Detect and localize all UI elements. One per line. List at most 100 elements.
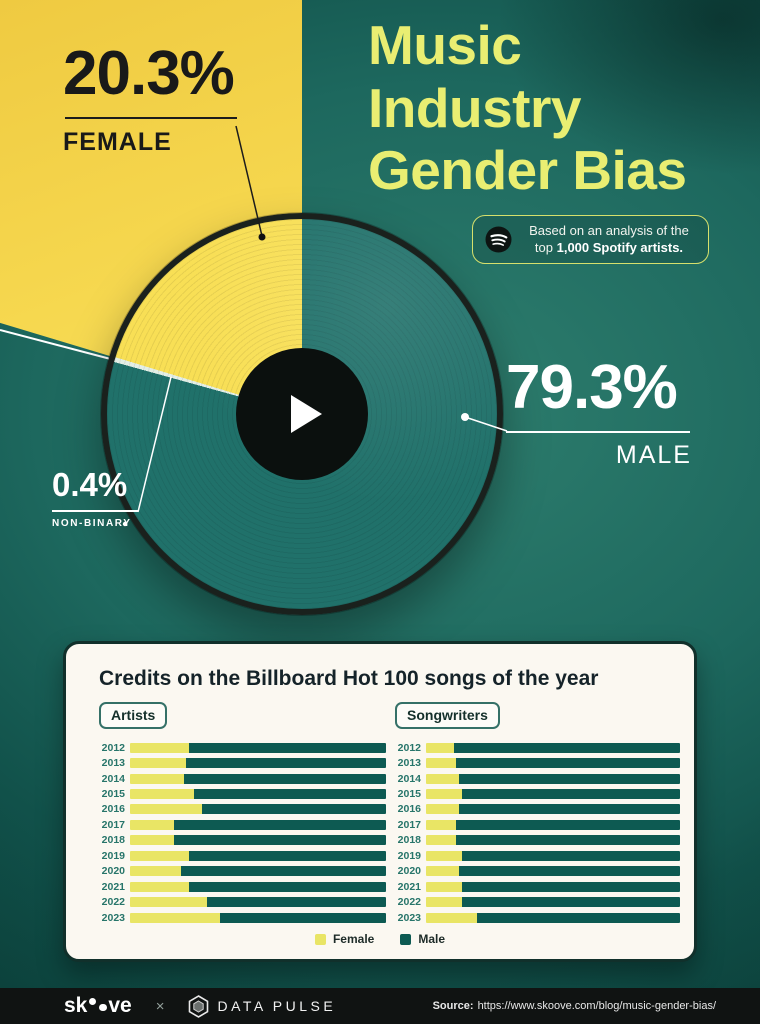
- year-label: 2018: [101, 834, 125, 847]
- bar-row: 2021: [99, 879, 386, 894]
- stacked-bar: [426, 912, 680, 923]
- bar-row: 2023: [395, 910, 680, 925]
- tab-songwriters[interactable]: Songwriters: [395, 702, 500, 729]
- artists-bar-chart: 2012 2013 2014 2015 2016 2017 2018 2019 2020 2021…: [99, 740, 386, 925]
- stacked-bar: [426, 835, 680, 846]
- female-percentage: 20.3%: [63, 39, 235, 108]
- datapulse-logo: DATA PULSE: [188, 994, 336, 1018]
- year-label: 2012: [101, 741, 125, 754]
- source-url: https://www.skoove.com/blog/music-gender…: [477, 1000, 716, 1012]
- stat-non-binary: 0.4% NON-BINARY: [52, 466, 138, 529]
- collab-x-separator: ×: [155, 997, 165, 1015]
- stacked-bar: [426, 881, 680, 892]
- source-attribution: Source: https://www.skoove.com/blog/music…: [432, 1000, 716, 1012]
- female-swatch: [314, 933, 326, 945]
- year-label: 2021: [101, 880, 125, 893]
- card-title: Credits on the Billboard Hot 100 songs o…: [99, 667, 599, 690]
- skoove-logo: sk ve: [64, 994, 132, 1017]
- skoove-dot-icon: [99, 1003, 107, 1011]
- stacked-bar: [426, 850, 680, 861]
- vinyl-record-pie-chart: [101, 213, 503, 615]
- bar-row: 2016: [99, 802, 386, 817]
- bar-row: 2020: [99, 864, 386, 879]
- bar-row: 2018: [99, 833, 386, 848]
- bar-row: 2015: [395, 786, 680, 801]
- year-label: 2022: [397, 896, 421, 909]
- year-label: 2022: [101, 896, 125, 909]
- stacked-bar: [426, 789, 680, 800]
- legend-item-male: Male: [400, 932, 445, 946]
- stacked-bar: [130, 835, 386, 846]
- page-title: Music Industry Gender Bias: [368, 14, 687, 202]
- bar-row: 2022: [395, 894, 680, 909]
- stacked-bar: [426, 819, 680, 830]
- year-label: 2013: [397, 757, 421, 770]
- year-label: 2018: [397, 834, 421, 847]
- tab-artists[interactable]: Artists: [99, 702, 168, 729]
- stacked-bar: [426, 804, 680, 815]
- stacked-bar: [130, 912, 386, 923]
- year-label: 2016: [397, 803, 421, 816]
- play-icon: [290, 395, 322, 433]
- bar-row: 2017: [99, 817, 386, 832]
- stacked-bar: [130, 850, 386, 861]
- stacked-bar: [130, 819, 386, 830]
- year-label: 2020: [397, 865, 421, 878]
- year-label: 2019: [397, 849, 421, 862]
- stacked-bar: [426, 742, 680, 753]
- spotify-analysis-badge: Based on an analysis of the top 1,000 Sp…: [472, 215, 709, 264]
- chart-legend: Female Male: [66, 932, 694, 946]
- bar-row: 2018: [395, 833, 680, 848]
- year-label: 2012: [397, 741, 421, 754]
- stat-female: 20.3% FEMALE: [63, 38, 237, 157]
- bar-row: 2022: [99, 894, 386, 909]
- female-underline: [65, 117, 237, 119]
- female-label: FEMALE: [63, 128, 172, 156]
- stacked-bar: [130, 789, 386, 800]
- footer-bar: sk ve × DATA PULSE Source: https://www.sko…: [0, 988, 760, 1024]
- year-label: 2017: [101, 818, 125, 831]
- stacked-bar: [130, 742, 386, 753]
- billboard-credits-card: Credits on the Billboard Hot 100 songs o…: [63, 641, 697, 962]
- bar-row: 2020: [395, 864, 680, 879]
- bar-row: 2014: [99, 771, 386, 786]
- bar-row: 2023: [99, 910, 386, 925]
- bar-row: 2015: [99, 786, 386, 801]
- non-binary-underline: [52, 510, 138, 512]
- male-underline: [506, 431, 690, 433]
- male-percentage: 79.3%: [506, 353, 678, 422]
- year-label: 2013: [101, 757, 125, 770]
- bar-row: 2012: [395, 740, 680, 755]
- stacked-bar: [426, 897, 680, 908]
- bar-row: 2016: [395, 802, 680, 817]
- year-label: 2017: [397, 818, 421, 831]
- stacked-bar: [130, 758, 386, 769]
- bar-row: 2019: [395, 848, 680, 863]
- bar-row: 2012: [99, 740, 386, 755]
- stacked-bar: [130, 773, 386, 784]
- year-label: 2021: [397, 880, 421, 893]
- year-label: 2014: [397, 772, 421, 785]
- stacked-bar: [130, 866, 386, 877]
- stacked-bar: [426, 773, 680, 784]
- year-label: 2020: [101, 865, 125, 878]
- spotify-icon: [485, 226, 512, 253]
- year-label: 2023: [101, 911, 125, 924]
- bar-row: 2021: [395, 879, 680, 894]
- play-button[interactable]: [236, 348, 368, 480]
- year-label: 2015: [397, 788, 421, 801]
- year-label: 2015: [101, 788, 125, 801]
- skoove-dot-icon: [88, 997, 97, 1005]
- badge-text: Based on an analysis of the top 1,000 Sp…: [529, 222, 689, 255]
- stacked-bar: [426, 866, 680, 877]
- year-label: 2014: [101, 772, 125, 785]
- bar-row: 2013: [395, 755, 680, 770]
- stacked-bar: [130, 897, 386, 908]
- year-label: 2019: [101, 849, 125, 862]
- year-label: 2023: [397, 911, 421, 924]
- bar-row: 2014: [395, 771, 680, 786]
- stat-male: 79.3% MALE: [506, 352, 692, 470]
- male-swatch: [400, 933, 412, 945]
- bar-row: 2017: [395, 817, 680, 832]
